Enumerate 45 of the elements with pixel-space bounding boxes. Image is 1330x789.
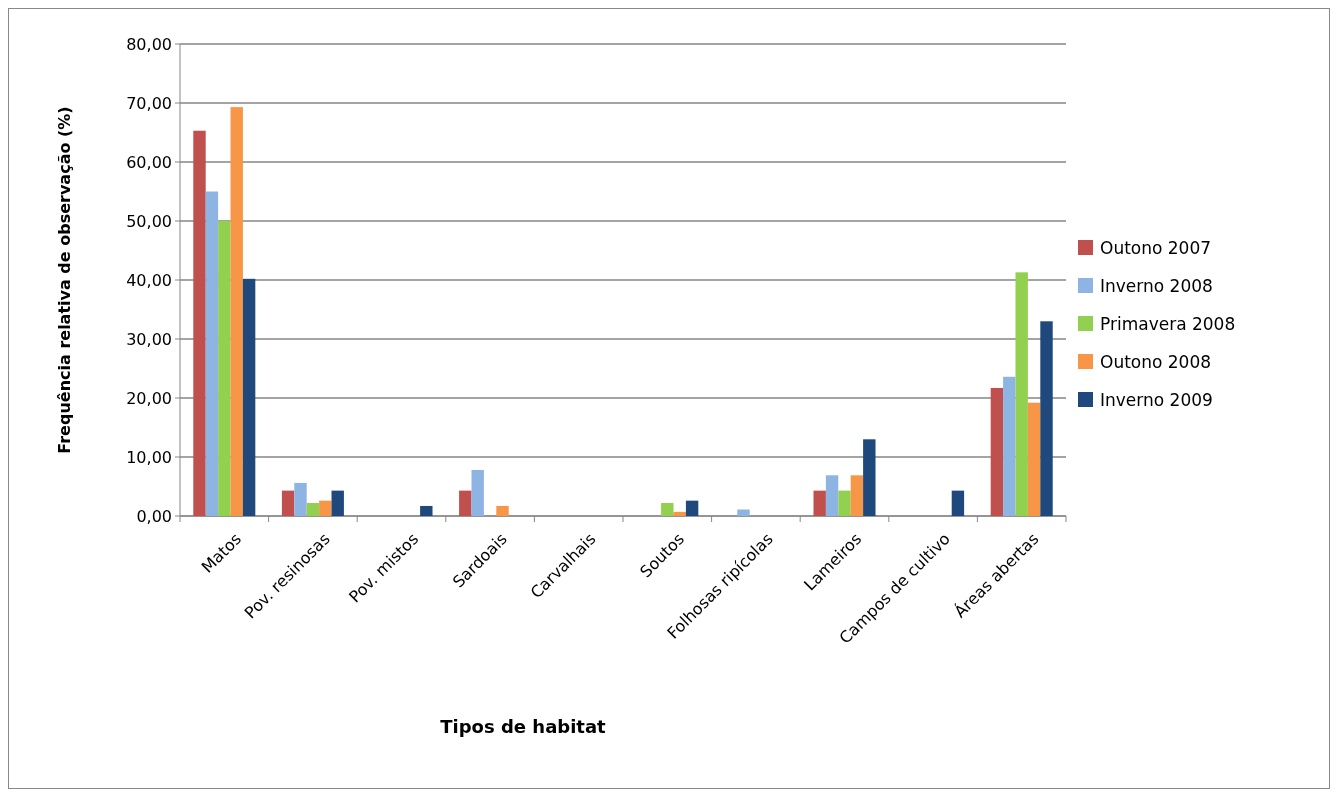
bar [673,511,686,516]
bar [205,191,219,516]
bar [420,505,433,516]
legend-label: Inverno 2009 [1100,389,1213,410]
bar [737,509,750,516]
y-tick-label: 50,00 [126,211,172,231]
y-tick-label: 60,00 [126,152,172,172]
y-tick-label: 20,00 [126,388,172,408]
y-tick-label: 10,00 [126,447,172,467]
legend-label: Primavera 2008 [1100,313,1236,334]
legend-label: Outono 2008 [1100,351,1212,372]
bar [838,490,851,516]
legend-label: Inverno 2008 [1100,275,1213,296]
bar [1040,321,1053,516]
bar [661,503,674,516]
y-axis-title: Frequência relativa de observação (%) [55,106,74,454]
bar [281,490,295,516]
bar [990,387,1004,516]
bar [294,482,307,516]
legend-label: Outono 2007 [1100,237,1212,258]
bar [685,500,699,516]
y-tick-label: 0,00 [136,506,172,526]
bar [1003,376,1016,516]
y-tick-label: 80,00 [126,34,172,54]
bar [863,439,876,516]
bar [496,505,509,516]
bar [825,475,839,516]
bar [218,221,231,516]
bar [459,490,472,516]
bar [230,107,243,516]
bar [850,475,864,516]
bar [1015,272,1028,516]
bar [319,500,332,516]
bar [242,278,256,516]
y-tick-label: 40,00 [126,270,172,290]
bar [1027,402,1041,516]
bar [331,490,344,516]
bar [193,130,206,516]
y-tick-label: 70,00 [126,93,172,113]
bar [306,503,320,516]
bar [471,469,484,516]
y-tick-label: 30,00 [126,329,172,349]
bar [951,490,965,516]
bar [813,490,826,516]
x-axis-title: Tipos de habitat [440,716,607,737]
